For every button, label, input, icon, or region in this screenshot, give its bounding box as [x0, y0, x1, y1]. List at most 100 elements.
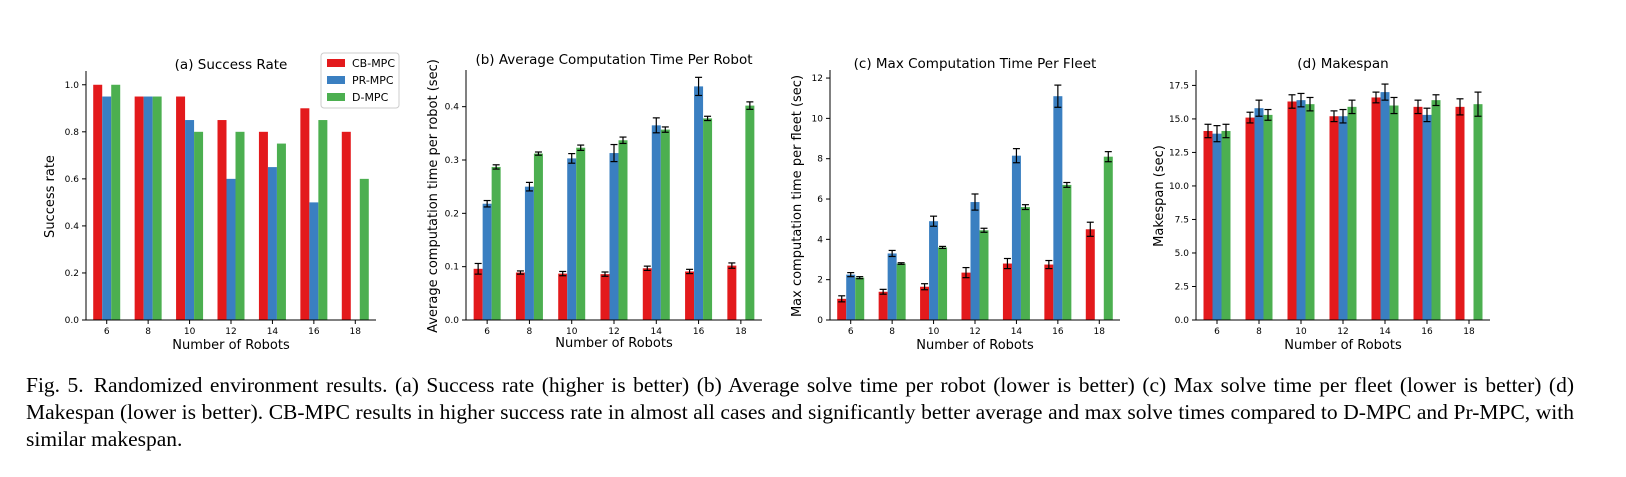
y-tick-label: 0.2 [65, 269, 79, 279]
bar-d-mpc-16 [1431, 100, 1441, 320]
bar-d-mpc-8 [533, 153, 543, 320]
bar-d-mpc-10 [938, 247, 948, 320]
y-tick-label: 7.5 [1175, 215, 1189, 225]
bar-cb-mpc-18 [341, 131, 351, 320]
figure-panels: (a) Success Rate 6 8 10 12 14 16 18 0.0 0.2 0.4 0.6… [43, 52, 1490, 353]
bar-cb-mpc-10 [558, 273, 568, 320]
bar-pr-mpc-12 [609, 153, 619, 320]
bar-d-mpc-6 [491, 166, 501, 320]
bar-pr-mpc-8 [524, 186, 534, 320]
bar-cb-mpc-14 [1371, 97, 1381, 320]
chart-title: (d) Makespan [1297, 56, 1388, 72]
y-tick-label: 6 [817, 195, 823, 205]
x-tick-label: 16 [1421, 327, 1433, 337]
bar-cb-mpc-14 [1002, 263, 1012, 320]
chart-title: (c) Max Computation Time Per Fleet [854, 56, 1097, 72]
bar-d-mpc-16 [703, 118, 713, 321]
y-tick-label: 0.0 [445, 316, 460, 326]
bar-d-mpc-18 [359, 178, 369, 320]
chart-title: (a) Success Rate [175, 57, 288, 73]
x-tick-label: 16 [308, 327, 320, 337]
x-tick-label: 12 [225, 327, 236, 337]
x-tick-label: 16 [693, 327, 705, 337]
y-axis-label: Makespan (sec) [1152, 145, 1167, 247]
chart-panel-3: (c) Max Computation Time Per Fleet 6 8 10 12… [790, 56, 1120, 353]
x-axis-label: Number of Robots [172, 338, 290, 353]
bar-pr-mpc-12 [1338, 116, 1348, 320]
bar-cb-mpc-10 [920, 286, 930, 320]
bar-cb-mpc-14 [258, 131, 268, 320]
bar-pr-mpc-12 [970, 202, 980, 320]
chart-panel-2: (b) Average Computation Time Per Robot 6 8… [426, 52, 762, 351]
bar-d-mpc-10 [576, 147, 586, 320]
bar-cb-mpc-12 [1329, 116, 1339, 320]
y-tick-label: 0.1 [445, 263, 459, 273]
bar-pr-mpc-16 [309, 202, 319, 320]
x-axis-label: Number of Robots [1284, 338, 1402, 353]
bar-cb-mpc-18 [1455, 106, 1465, 320]
caption-text: Randomized environment results. (a) Succ… [26, 373, 1574, 451]
x-tick-label: 10 [1295, 327, 1307, 337]
bar-d-mpc-12 [1347, 106, 1357, 320]
bar-cb-mpc-14 [642, 268, 652, 320]
caption-label: Fig. 5. [26, 373, 84, 397]
chart-title: (b) Average Computation Time Per Robot [475, 52, 752, 68]
x-tick-label: 8 [1256, 327, 1262, 337]
x-tick-label: 10 [566, 327, 578, 337]
y-tick-label: 0.3 [445, 156, 459, 166]
x-tick-label: 6 [848, 327, 854, 337]
bar-cb-mpc-10 [176, 96, 186, 321]
x-tick-label: 6 [104, 327, 110, 337]
y-tick-label: 12 [812, 74, 823, 84]
bar-d-mpc-10 [194, 131, 204, 320]
legend-label: PR-MPC [352, 74, 394, 87]
bar-d-mpc-14 [1389, 105, 1399, 320]
y-axis-label: Success rate [43, 155, 58, 238]
bar-d-mpc-6 [855, 277, 865, 320]
bar-cb-mpc-16 [685, 271, 695, 320]
bar-cb-mpc-12 [600, 274, 610, 320]
bar-d-mpc-18 [1473, 104, 1483, 320]
bar-pr-mpc-10 [1296, 100, 1306, 320]
y-tick-label: 0.0 [65, 316, 80, 326]
legend-swatch-d-mpc [327, 93, 345, 101]
chart-legend: CB-MPC PR-MPC D-MPC [320, 52, 400, 109]
legend-swatch-cb-mpc [327, 59, 345, 67]
y-tick-label: 15.0 [1169, 115, 1189, 125]
bar-d-mpc-12 [979, 230, 989, 320]
bar-pr-mpc-6 [482, 203, 492, 320]
x-axis-label: Number of Robots [555, 336, 673, 351]
x-tick-label: 18 [350, 327, 362, 337]
bar-d-mpc-16 [318, 120, 328, 320]
bar-cb-mpc-12 [961, 272, 971, 320]
bar-pr-mpc-6 [1212, 133, 1222, 320]
bar-pr-mpc-12 [226, 178, 236, 320]
y-tick-label: 0.2 [445, 209, 459, 219]
y-tick-label: 2 [817, 276, 823, 286]
bar-pr-mpc-10 [567, 158, 577, 320]
bar-d-mpc-14 [660, 129, 670, 320]
y-tick-label: 5.0 [1175, 249, 1190, 259]
bar-pr-mpc-8 [1254, 108, 1264, 320]
legend-swatch-pr-mpc [327, 76, 345, 84]
x-tick-label: 8 [889, 327, 895, 337]
x-tick-label: 10 [928, 327, 940, 337]
y-tick-label: 4 [817, 235, 823, 245]
bar-pr-mpc-6 [102, 96, 112, 321]
bar-cb-mpc-12 [217, 120, 227, 320]
bar-cb-mpc-6 [93, 84, 103, 320]
bar-d-mpc-10 [1305, 104, 1315, 320]
bar-pr-mpc-14 [1380, 92, 1390, 320]
bar-d-mpc-14 [276, 143, 286, 320]
y-tick-label: 12.5 [1169, 148, 1189, 158]
x-tick-label: 12 [1337, 327, 1348, 337]
bar-cb-mpc-18 [1085, 229, 1095, 320]
bar-d-mpc-18 [745, 105, 755, 320]
y-tick-label: 0.6 [65, 175, 80, 185]
bar-cb-mpc-6 [473, 268, 483, 320]
bar-cb-mpc-16 [300, 108, 310, 321]
x-tick-label: 18 [735, 327, 747, 337]
legend-label: D-MPC [352, 91, 389, 104]
bar-pr-mpc-10 [929, 221, 939, 320]
x-tick-label: 10 [184, 327, 196, 337]
